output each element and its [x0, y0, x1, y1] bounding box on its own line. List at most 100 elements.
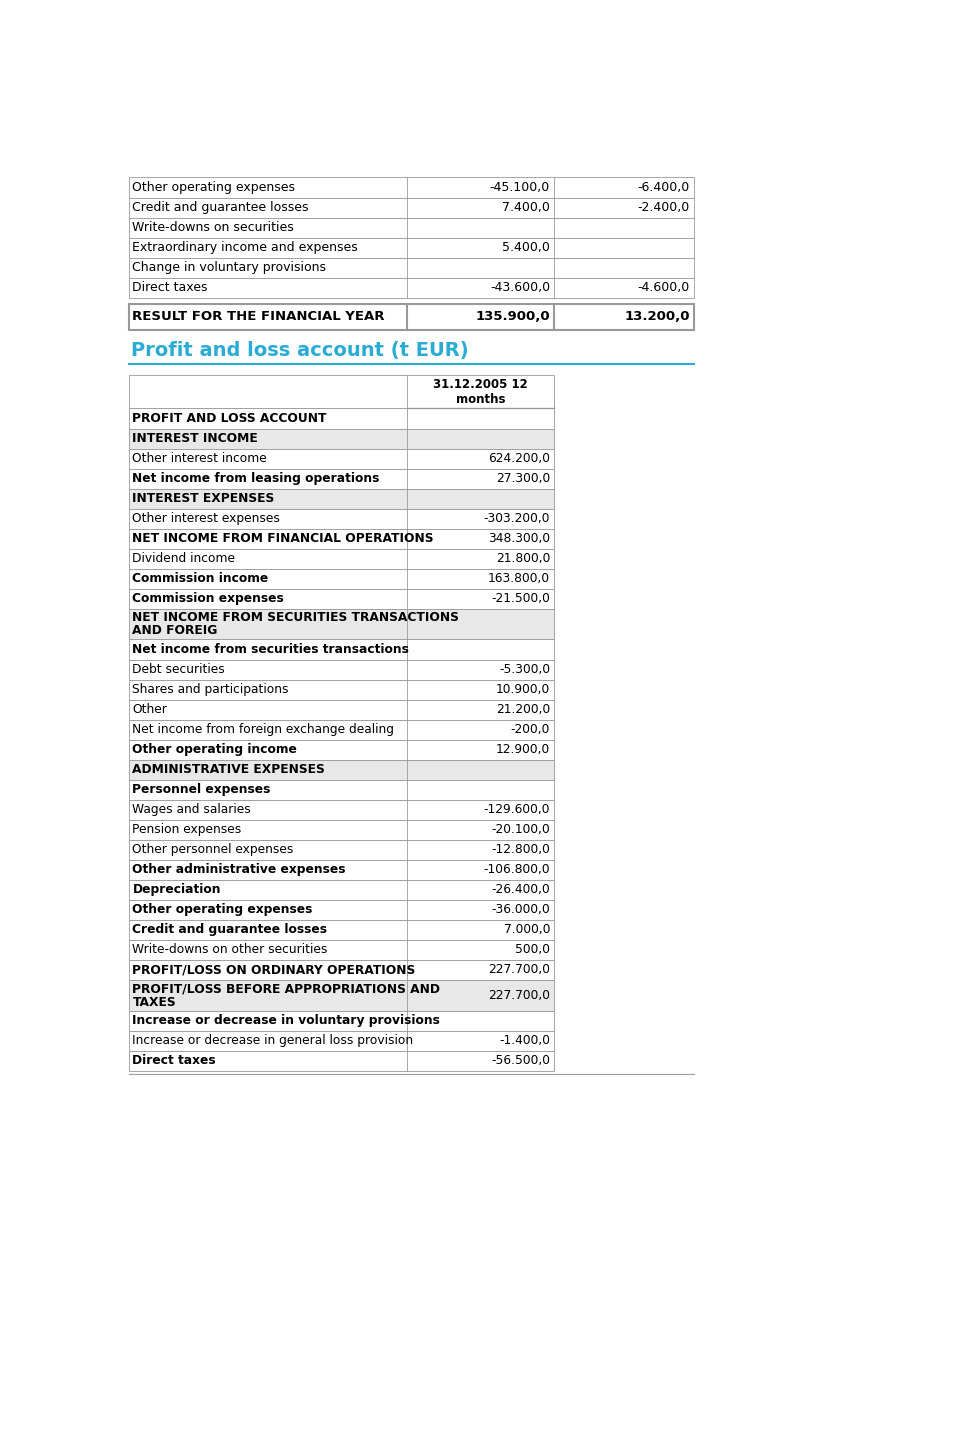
Bar — [130, 609, 554, 640]
Bar — [130, 217, 693, 237]
Text: Other: Other — [132, 703, 167, 716]
Bar — [130, 780, 554, 800]
Text: 31.12.2005 12
months: 31.12.2005 12 months — [433, 378, 528, 405]
Bar — [130, 980, 554, 1010]
Text: Personnel expenses: Personnel expenses — [132, 783, 271, 796]
Text: -20.100,0: -20.100,0 — [492, 823, 550, 836]
Text: Credit and guarantee losses: Credit and guarantee losses — [132, 201, 309, 214]
Text: INTEREST EXPENSES: INTEREST EXPENSES — [132, 492, 275, 505]
Text: Increase or decrease in general loss provision: Increase or decrease in general loss pro… — [132, 1035, 414, 1048]
Bar — [130, 569, 554, 589]
Text: Profit and loss account (t EUR): Profit and loss account (t EUR) — [131, 341, 468, 360]
Text: Increase or decrease in voluntary provisions: Increase or decrease in voluntary provis… — [132, 1014, 441, 1027]
Bar — [130, 719, 554, 739]
Text: Direct taxes: Direct taxes — [132, 1055, 216, 1068]
Text: 163.800,0: 163.800,0 — [488, 572, 550, 585]
Text: -45.100,0: -45.100,0 — [490, 181, 550, 194]
Text: ADMINISTRATIVE EXPENSES: ADMINISTRATIVE EXPENSES — [132, 763, 325, 776]
Text: Dividend income: Dividend income — [132, 553, 235, 566]
Text: 10.900,0: 10.900,0 — [496, 683, 550, 696]
Bar — [130, 920, 554, 939]
Bar — [130, 939, 554, 959]
Text: -2.400,0: -2.400,0 — [637, 201, 689, 214]
Text: Other personnel expenses: Other personnel expenses — [132, 844, 294, 857]
Bar — [130, 197, 693, 217]
Bar — [130, 178, 693, 197]
Text: -56.500,0: -56.500,0 — [492, 1055, 550, 1068]
Bar — [130, 489, 554, 508]
Bar — [130, 589, 554, 609]
Text: -4.600,0: -4.600,0 — [637, 281, 689, 294]
Text: TAXES: TAXES — [132, 996, 176, 1009]
Text: PROFIT/LOSS BEFORE APPROPRIATIONS AND: PROFIT/LOSS BEFORE APPROPRIATIONS AND — [132, 983, 441, 996]
Bar — [130, 1051, 554, 1071]
Bar — [130, 278, 693, 298]
Bar — [130, 1010, 554, 1030]
Text: 12.900,0: 12.900,0 — [496, 744, 550, 757]
Text: 21.800,0: 21.800,0 — [495, 553, 550, 566]
Bar — [130, 739, 554, 760]
Text: Other operating expenses: Other operating expenses — [132, 903, 313, 916]
Text: INTEREST INCOME: INTEREST INCOME — [132, 433, 258, 446]
Bar — [130, 800, 554, 819]
Text: -5.300,0: -5.300,0 — [499, 663, 550, 676]
Text: 13.200,0: 13.200,0 — [624, 310, 689, 323]
Text: -43.600,0: -43.600,0 — [490, 281, 550, 294]
Text: 227.700,0: 227.700,0 — [488, 988, 550, 1001]
Text: Depreciation: Depreciation — [132, 883, 221, 896]
Text: Other administrative expenses: Other administrative expenses — [132, 864, 346, 877]
Text: -26.400,0: -26.400,0 — [492, 883, 550, 896]
Text: Commission income: Commission income — [132, 572, 269, 585]
Bar — [130, 819, 554, 839]
Text: Other interest expenses: Other interest expenses — [132, 512, 280, 525]
Text: -200,0: -200,0 — [511, 724, 550, 737]
Bar — [130, 408, 554, 428]
Bar — [130, 237, 693, 258]
Text: Commission expenses: Commission expenses — [132, 592, 284, 605]
Text: Change in voluntary provisions: Change in voluntary provisions — [132, 260, 326, 273]
Text: 27.300,0: 27.300,0 — [496, 472, 550, 485]
Bar — [130, 900, 554, 920]
Bar — [130, 469, 554, 489]
Text: -6.400,0: -6.400,0 — [637, 181, 689, 194]
Bar — [130, 304, 693, 330]
Bar — [130, 548, 554, 569]
Bar — [130, 660, 554, 680]
Text: 7.000,0: 7.000,0 — [504, 923, 550, 936]
Text: Write-downs on securities: Write-downs on securities — [132, 221, 294, 234]
Bar — [130, 528, 554, 548]
Bar — [130, 428, 554, 449]
Text: 135.900,0: 135.900,0 — [475, 310, 550, 323]
Text: PROFIT/LOSS ON ORDINARY OPERATIONS: PROFIT/LOSS ON ORDINARY OPERATIONS — [132, 964, 416, 977]
Text: 348.300,0: 348.300,0 — [488, 532, 550, 546]
Text: Other operating income: Other operating income — [132, 744, 298, 757]
Text: NET INCOME FROM SECURITIES TRANSACTIONS: NET INCOME FROM SECURITIES TRANSACTIONS — [132, 612, 459, 625]
Bar — [130, 959, 554, 980]
Text: Net income from securities transactions: Net income from securities transactions — [132, 642, 409, 655]
Text: Net income from foreign exchange dealing: Net income from foreign exchange dealing — [132, 724, 395, 737]
Text: -106.800,0: -106.800,0 — [484, 864, 550, 877]
Bar — [130, 508, 554, 528]
Text: -12.800,0: -12.800,0 — [492, 844, 550, 857]
Text: Wages and salaries: Wages and salaries — [132, 803, 252, 816]
Bar — [130, 449, 554, 469]
Text: -303.200,0: -303.200,0 — [484, 512, 550, 525]
Text: Write-downs on other securities: Write-downs on other securities — [132, 943, 327, 956]
Bar — [130, 880, 554, 900]
Text: Net income from leasing operations: Net income from leasing operations — [132, 472, 380, 485]
Text: -21.500,0: -21.500,0 — [492, 592, 550, 605]
Bar — [130, 760, 554, 780]
Text: Other operating expenses: Other operating expenses — [132, 181, 296, 194]
Text: RESULT FOR THE FINANCIAL YEAR: RESULT FOR THE FINANCIAL YEAR — [132, 310, 385, 323]
Bar — [130, 860, 554, 880]
Text: NET INCOME FROM FINANCIAL OPERATIONS: NET INCOME FROM FINANCIAL OPERATIONS — [132, 532, 434, 546]
Text: 21.200,0: 21.200,0 — [496, 703, 550, 716]
Text: Shares and participations: Shares and participations — [132, 683, 289, 696]
Bar — [130, 258, 693, 278]
Text: PROFIT AND LOSS ACCOUNT: PROFIT AND LOSS ACCOUNT — [132, 412, 327, 425]
Text: 7.400,0: 7.400,0 — [502, 201, 550, 214]
Text: -1.400,0: -1.400,0 — [499, 1035, 550, 1048]
Text: Pension expenses: Pension expenses — [132, 823, 242, 836]
Bar — [130, 680, 554, 699]
Text: Debt securities: Debt securities — [132, 663, 226, 676]
